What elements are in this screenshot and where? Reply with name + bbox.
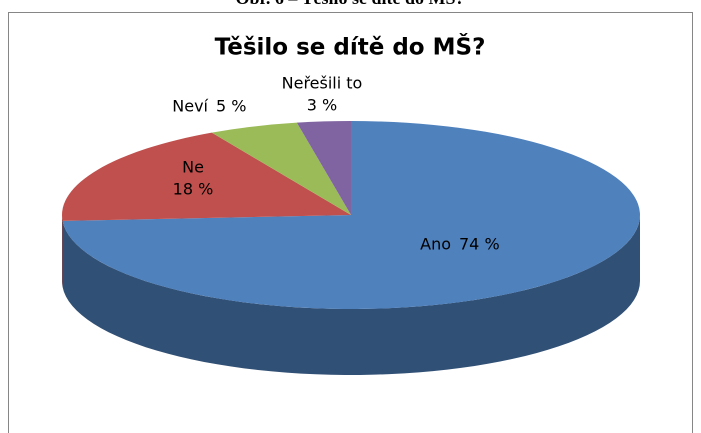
data-label-name: Ano — [420, 235, 451, 254]
slice — [61, 132, 351, 221]
data-label-name: Neřešili to — [282, 74, 363, 93]
caption: Obr. 6 – Těšilo se dítě do MŠ? — [235, 0, 464, 8]
slice-side — [62, 215, 63, 287]
slice — [211, 122, 351, 215]
data-label-value: 3 % — [307, 96, 337, 115]
data-label-value: 18 % — [173, 180, 214, 199]
chart-frame — [8, 12, 693, 433]
slice — [62, 121, 641, 309]
data-label-name: Ne — [182, 158, 204, 177]
data-label-value: 74 % — [459, 235, 500, 254]
data-label-name: Neví — [172, 97, 208, 116]
data-label-value: 5 % — [216, 97, 246, 116]
chart-title: Těšilo se dítě do MŠ? — [215, 33, 486, 61]
slice-side — [62, 215, 641, 375]
slice — [296, 121, 351, 215]
